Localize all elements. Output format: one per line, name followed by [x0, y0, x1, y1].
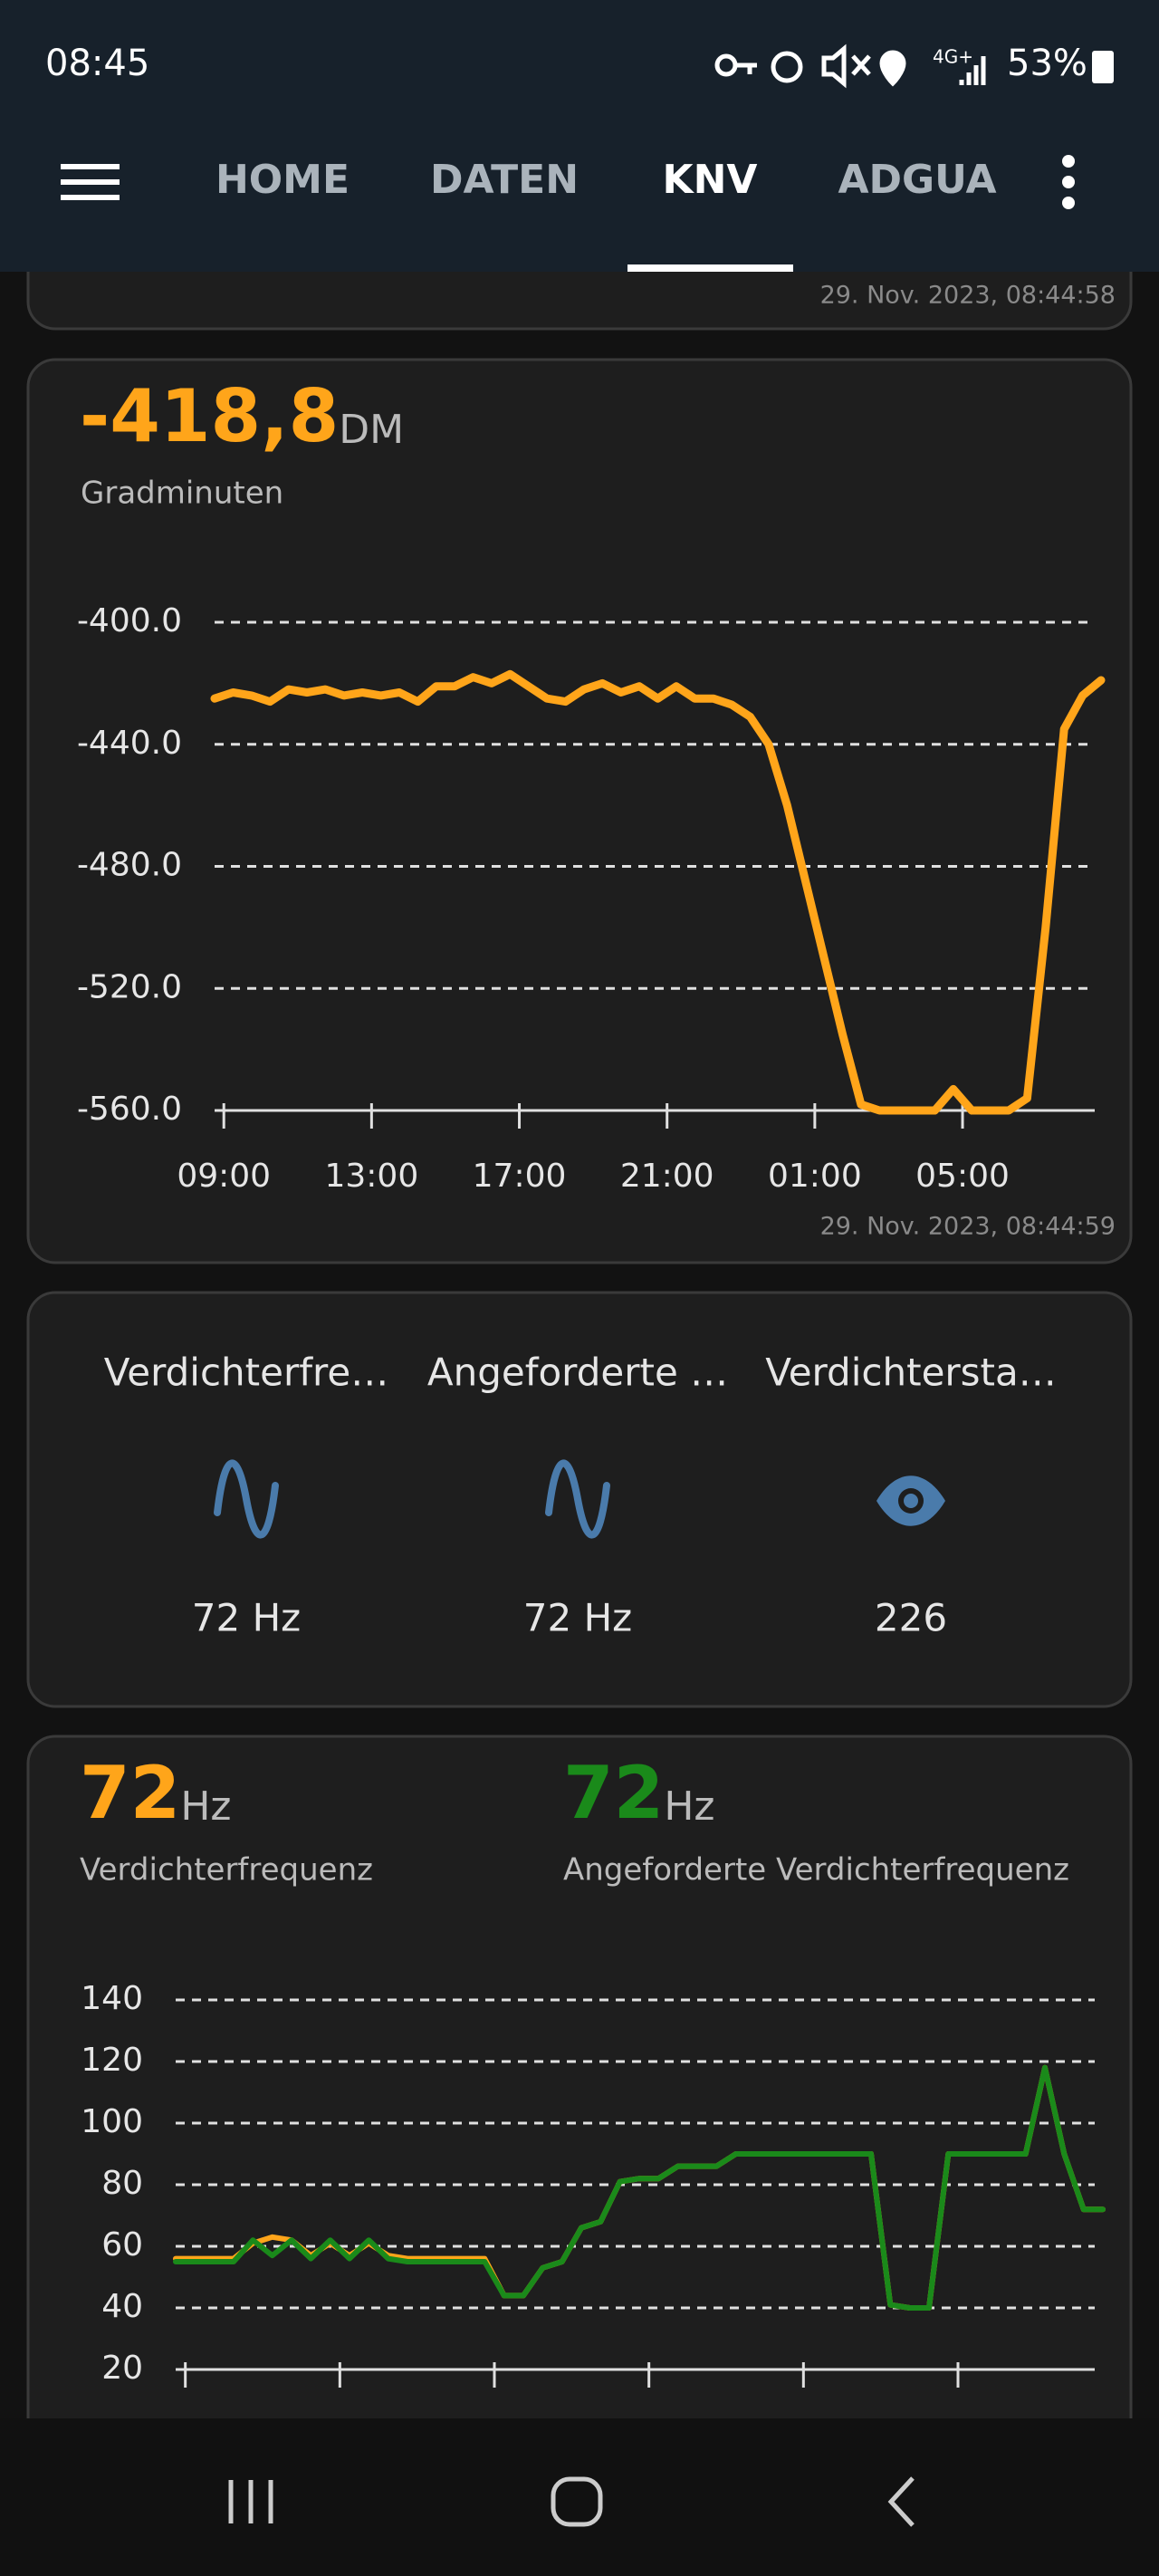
card [26, 358, 1133, 1264]
main-value: 72Hz [80, 1751, 232, 1835]
y-tick-label: 40 [101, 2288, 143, 2325]
eye-icon [904, 1494, 918, 1508]
value-label: Angeforderte Verdichterfrequenz [563, 1852, 1069, 1889]
icons [214, 1459, 945, 1539]
unit: DM [339, 407, 404, 453]
battery-icon [1092, 51, 1114, 83]
main-value: -418,8DM [80, 374, 404, 458]
signal-icon [959, 56, 986, 85]
tile-title: Verdichtersta… [765, 1350, 1057, 1395]
tab-bar: HOME DATEN KNV ADGUA [216, 157, 997, 203]
menu-button[interactable] [61, 164, 120, 200]
wave-icon [545, 1459, 610, 1539]
back-button[interactable] [887, 2476, 915, 2527]
chart: 140 120 100 80 60 40 20 [81, 1980, 1106, 2388]
navigation-bar [0, 2418, 1159, 2576]
y-tick-label: -520.0 [77, 968, 182, 1005]
menu-bar [61, 164, 120, 169]
recents-button[interactable] [228, 2480, 273, 2523]
mute-icon [821, 43, 871, 89]
main-value: 72Hz [563, 1751, 715, 1835]
battery-level: 53% [1007, 43, 1087, 84]
alarm-icon [771, 51, 803, 83]
x-tick-label: 21:00 [620, 1158, 714, 1195]
status-icons [714, 43, 906, 89]
tiles: Verdichterfre… 72 Hz Angeforderte … 72 Hz Ve… [104, 1350, 1057, 1640]
y-tick-label: -560.0 [77, 1091, 182, 1128]
tile-title: Verdichterfre… [104, 1350, 388, 1395]
network: 4G+ [933, 46, 973, 68]
timestamp: 29. Nov. 2023, 08:44:59 [820, 1213, 1116, 1241]
unit: Hz [180, 1783, 231, 1830]
tab[interactable]: ADGUA [838, 157, 996, 203]
key-icon [735, 62, 757, 74]
app-bar [0, 0, 1159, 272]
dot [1062, 197, 1075, 209]
x-tick-label: 13:00 [324, 1158, 418, 1195]
y-tick-label: -440.0 [77, 725, 182, 762]
y-tick-label: 60 [101, 2226, 143, 2264]
y-tick-label: -480.0 [77, 847, 182, 884]
menu-bar [61, 195, 120, 200]
dot [1062, 155, 1075, 168]
x-tick-label: 05:00 [915, 1158, 1010, 1195]
value-label: Verdichterfrequenz [80, 1852, 373, 1889]
card [26, 1735, 1133, 2463]
x-tick-label: 01:00 [768, 1158, 862, 1195]
y-tick-label: 120 [81, 2042, 143, 2079]
tab-indicator [627, 264, 793, 272]
menu-bar [61, 179, 120, 185]
value: -418,8 [80, 374, 339, 458]
dot [1062, 176, 1075, 188]
tile-value: 72 Hz [523, 1596, 632, 1640]
wave-icon [214, 1459, 279, 1539]
tab[interactable]: HOME [216, 157, 350, 203]
clock: 08:45 [45, 43, 149, 84]
value: 72 [80, 1751, 180, 1835]
overflow-menu[interactable] [1062, 155, 1075, 209]
tab[interactable]: KNV [663, 157, 758, 203]
y-tick-label: 100 [81, 2103, 143, 2140]
value: 72 [563, 1751, 664, 1835]
y-tick-label: 140 [81, 1980, 143, 2017]
data-line [210, 669, 1106, 1115]
tile-value: 72 Hz [192, 1596, 301, 1640]
y-tick-label: 80 [101, 2165, 143, 2202]
x-tick-label: 09:00 [177, 1158, 271, 1195]
data-line [173, 2064, 1106, 2311]
unit: Hz [664, 1783, 714, 1830]
tile-value: 226 [875, 1596, 947, 1640]
location-icon [879, 50, 906, 87]
value-label: Gradminuten [81, 476, 283, 512]
y-tick-label: 20 [101, 2350, 143, 2387]
x-tick-label: 17:00 [473, 1158, 567, 1195]
tile-title: Angeforderte … [427, 1350, 728, 1395]
y-tick-label: -400.0 [77, 602, 182, 639]
chart: -400.0 -440.0 -480.0 -520.0 -560.0 09:00 13:00… [77, 602, 1106, 1195]
tab[interactable]: DATEN [430, 157, 579, 203]
timestamp: 29. Nov. 2023, 08:44:58 [820, 282, 1116, 310]
home-button[interactable] [551, 2476, 603, 2527]
